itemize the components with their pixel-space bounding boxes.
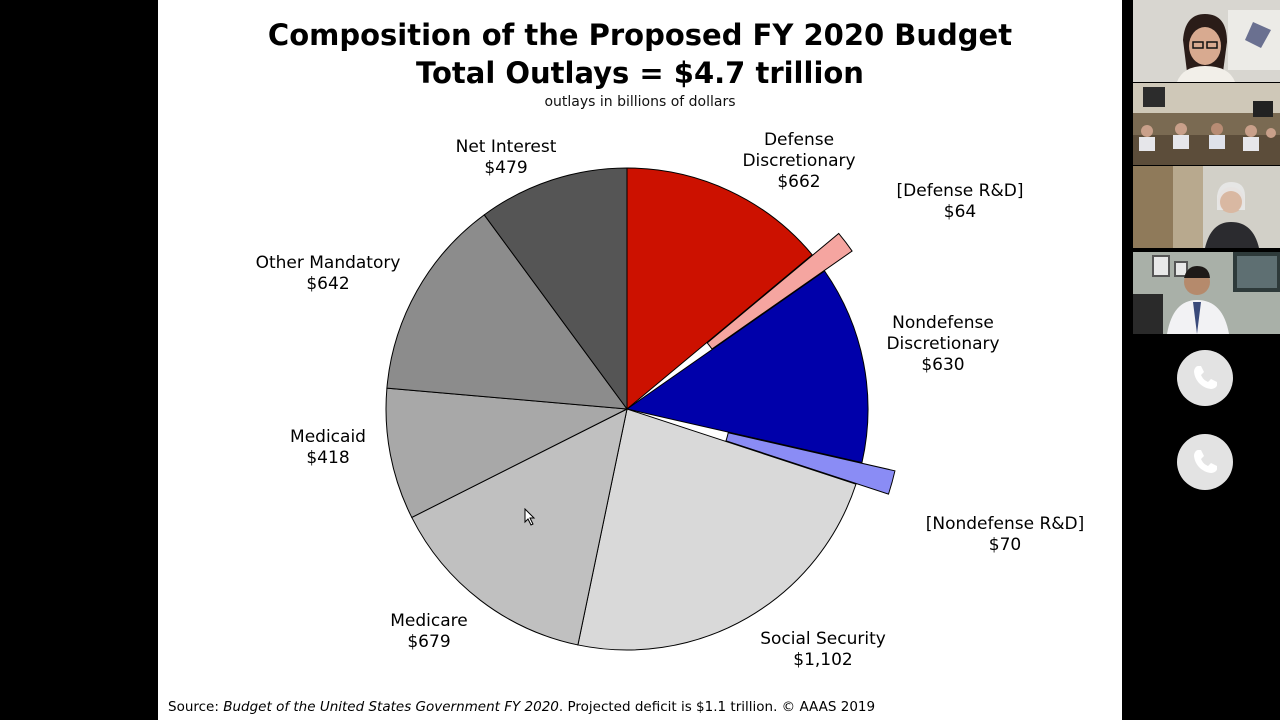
pie-slice-social-security (577, 408, 857, 651)
label-value: $630 (921, 355, 965, 375)
label-value: $1,102 (793, 650, 853, 670)
label-line: Medicaid (290, 427, 366, 447)
label-value: $70 (988, 535, 1022, 555)
label-line: Defense (763, 130, 835, 150)
participant-video-tile[interactable] (1133, 252, 1280, 334)
pie-chart (385, 167, 896, 651)
video-participant-rail (1133, 0, 1280, 720)
call-button[interactable] (1177, 350, 1233, 406)
source-suffix: . Projected deficit is $1.1 trillion. © … (558, 699, 876, 715)
label-line: Medicare (390, 611, 468, 631)
label-defense-discretionary: Defense Discretionary $662 (742, 130, 855, 193)
pie-slice-net-interest (483, 167, 628, 411)
phone-icon (1194, 450, 1217, 473)
slide-title: Composition of the Proposed FY 2020 Budg… (267, 18, 1013, 52)
pie-slice-nondefense-r-d (725, 432, 896, 495)
participant-2-avatar (1133, 83, 1280, 165)
label-value: $642 (306, 274, 350, 294)
label-value: $418 (306, 448, 350, 468)
label-net-interest: Net Interest $479 (456, 137, 557, 179)
source-note: Source: Budget of the United States Gove… (168, 699, 875, 715)
label-medicaid: Medicaid $418 (290, 427, 366, 469)
phone-icon (1194, 366, 1217, 389)
label-line: Other Mandatory (255, 253, 401, 273)
label-defense-rd: [Defense R&D] $64 (897, 181, 1024, 223)
label-value: $679 (407, 632, 451, 652)
participant-3-avatar (1133, 166, 1280, 248)
pie-slice-medicare (411, 408, 628, 646)
participant-video-tile[interactable] (1133, 166, 1280, 248)
presentation-slide: Composition of the Proposed FY 2020 Budg… (158, 0, 1122, 720)
label-line: [Nondefense R&D] (925, 514, 1085, 534)
label-medicare: Medicare $679 (390, 611, 467, 653)
pie-slice-defense-discretionary (626, 167, 813, 411)
call-button[interactable] (1177, 434, 1233, 490)
label-line: Discretionary (742, 151, 856, 171)
source-title: Budget of the United States Government F… (223, 699, 559, 715)
chart-unit-note: outlays in billions of dollars (544, 94, 736, 110)
label-nondefense-discretionary: Nondefense Discretionary $630 (886, 313, 999, 376)
pie-slice-medicaid (385, 387, 629, 519)
participant-video-tile[interactable] (1133, 83, 1280, 165)
label-value: $662 (777, 172, 821, 192)
label-line: Nondefense (892, 313, 994, 333)
label-nondefense-rd: [Nondefense R&D] $70 (926, 514, 1085, 556)
pie-slice-nondefense-discretionary (625, 270, 869, 464)
participant-video-tile[interactable] (1133, 0, 1280, 82)
label-line: [Defense R&D] (896, 181, 1024, 201)
pie-slice-defense-r-d (706, 232, 853, 350)
label-line: Discretionary (886, 334, 1000, 354)
participant-4-avatar (1133, 252, 1280, 334)
pie-slice-other-mandatory (386, 214, 629, 410)
label-line: Social Security (760, 629, 886, 649)
mouse-pointer-icon (524, 508, 536, 526)
slide-subtitle-total: Total Outlays = $4.7 trillion (416, 56, 864, 90)
label-value: $64 (943, 202, 977, 222)
label-other-mandatory: Other Mandatory $642 (256, 253, 401, 295)
label-value: $479 (484, 158, 528, 178)
label-social-security: Social Security $1,102 (760, 629, 886, 671)
source-prefix: Source: (168, 699, 224, 715)
participant-1-avatar (1133, 0, 1280, 82)
label-line: Net Interest (455, 137, 557, 157)
